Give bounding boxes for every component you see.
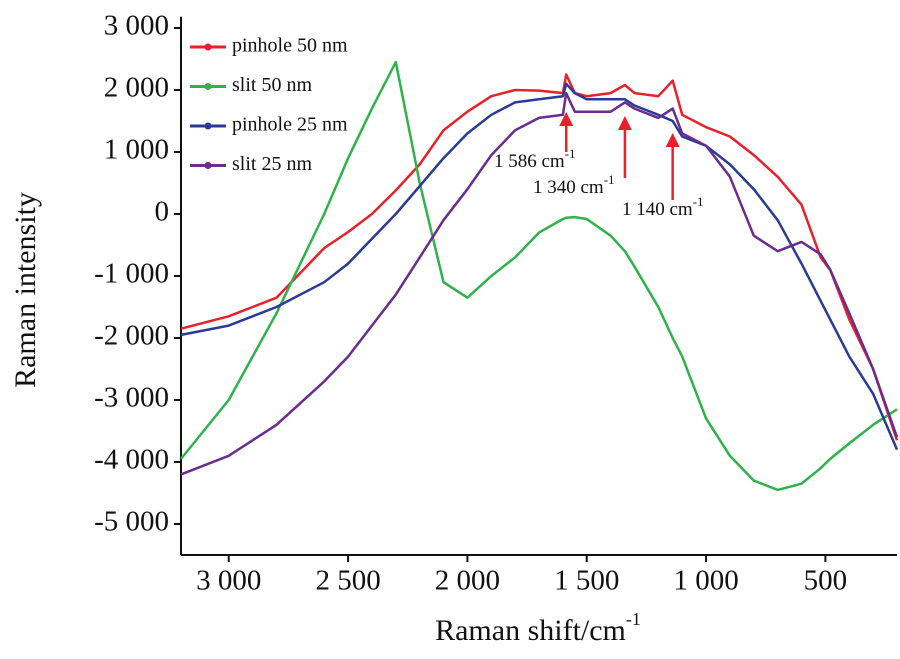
legend-label: slit 50 nm [232, 74, 312, 96]
y-tick-label: 1 000 [104, 134, 169, 166]
legend-marker [204, 83, 212, 90]
x-axis-label-sup: -1 [626, 609, 641, 629]
legend-marker [204, 122, 212, 130]
x-axis-label-text: Raman shift/cm [435, 614, 626, 647]
y-tick-label: 0 [155, 196, 170, 228]
y-tick-label: -1 000 [94, 258, 169, 290]
y-axis-label: Raman intensity [9, 192, 42, 388]
annotation-sup: -1 [604, 172, 615, 187]
legend-marker [204, 43, 212, 51]
x-tick-label: 2 000 [435, 565, 500, 597]
y-tick-label: -5 000 [94, 506, 169, 538]
legend-label: slit 25 nm [232, 153, 312, 175]
annotation-text: 1 586 cm [494, 151, 565, 172]
annotation-arrowhead [559, 112, 574, 126]
legend-label: pinhole 50 nm [232, 35, 348, 57]
annotation-arrowhead [665, 133, 680, 147]
y-tick-label: -3 000 [94, 382, 169, 414]
x-tick-label: 3 000 [196, 565, 261, 597]
annotation-sup: -1 [565, 146, 576, 161]
y-tick-label: -4 000 [94, 444, 169, 476]
annotation: 1 586 cm-1 [494, 146, 576, 172]
series-line [180, 73, 899, 441]
x-tick-label: 2 500 [315, 565, 380, 597]
annotation: 1 140 cm-1 [622, 194, 704, 220]
series-line [180, 60, 898, 492]
x-tick-label: 1 000 [673, 565, 738, 597]
legend-label: pinhole 25 nm [232, 114, 348, 136]
annotation: 1 340 cm-1 [533, 172, 615, 198]
x-tick-label: 1 500 [554, 565, 619, 597]
x-axis-label: Raman shift/cm-1 [435, 609, 641, 647]
y-tick-label: -2 000 [94, 320, 169, 352]
y-tick-label: 3 000 [104, 10, 169, 42]
annotation-text: 1 140 cm [622, 199, 693, 220]
series-line [180, 82, 899, 451]
y-tick-label: 2 000 [104, 72, 169, 104]
annotation-text: 1 340 cm [533, 177, 604, 198]
annotation-sup: -1 [693, 194, 704, 209]
legend-marker [204, 162, 212, 169]
annotation-arrowhead [617, 116, 632, 130]
series-line [180, 91, 899, 476]
x-tick-label: 500 [804, 565, 848, 597]
